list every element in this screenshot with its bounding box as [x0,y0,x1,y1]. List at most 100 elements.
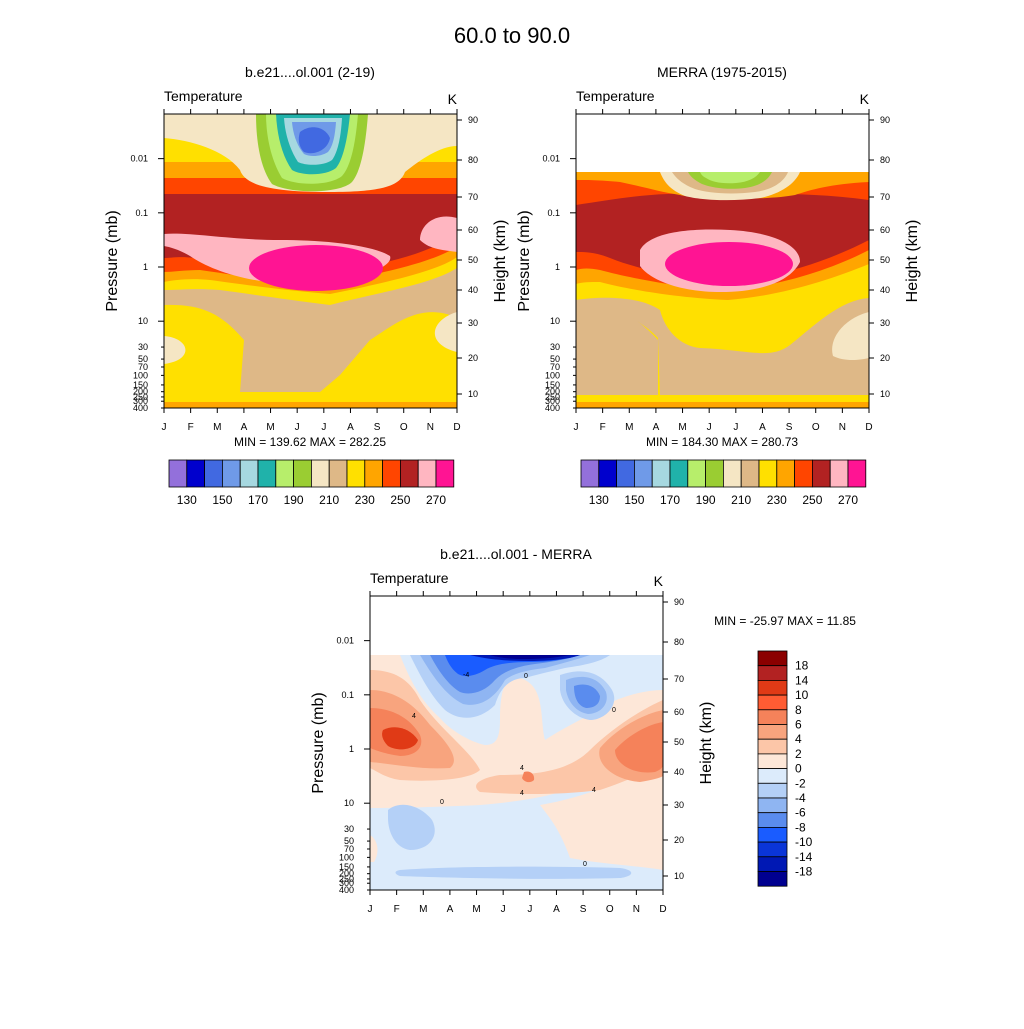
x-tick-label: F [600,422,606,433]
y-right-tick-label: 20 [468,353,478,363]
legend-label: 150 [212,493,232,507]
legend-swatch [382,459,401,488]
y-tick-label: 50 [138,354,148,364]
legend-swatch [221,459,241,488]
y-tick-label: 200 [339,869,354,879]
legend-label: 150 [624,493,644,507]
contour-label: 4 [592,787,596,794]
legend-swatch [239,459,259,488]
y-tick-label: 70 [550,362,560,372]
y-tick-label: 10 [138,316,148,326]
legend-swatch [794,459,813,488]
legend-label: 230 [767,493,787,507]
legend-swatch [740,459,760,488]
x-tick-label: M [678,422,686,433]
legend-label: 250 [802,493,822,507]
legend-label: 10 [795,688,809,702]
legend-label: 190 [284,493,304,507]
y-tick-label: 10 [550,316,560,326]
panel-model-temperature: b.e21....ol.001 (2-19) Temperature K MI [104,64,509,507]
y-right-tick-label: 50 [468,255,478,265]
y-tick-label: 300 [339,878,354,888]
contour-band [388,804,435,850]
axes: J F M A M J J A S O N D0.010.1110305070100150200250… [336,591,684,915]
panel-title: MERRA (1975-2015) [657,64,787,80]
y-right-tick-label: 40 [880,285,890,295]
y-tick-label: 250 [339,874,354,884]
legend-label: 130 [589,493,609,507]
y-tick-label: 1 [349,744,354,754]
y-tick-label: 400 [339,885,354,895]
x-tick-label: O [400,422,408,433]
x-tick-label: N [839,422,846,433]
legend-label: 2 [795,747,802,761]
x-tick-label: D [865,422,872,433]
legend-swatch [757,738,788,755]
subtitle-variable: Temperature [576,88,655,104]
legend-swatch [364,459,383,488]
legend-swatch [757,665,788,681]
legend-label: 270 [426,493,446,507]
x-tick-label: M [419,904,427,915]
legend-swatch [757,694,788,711]
y-right-tick-label: 20 [674,835,684,845]
legend-swatch [687,459,706,488]
legend-swatch [293,459,312,488]
contour-band [832,312,869,360]
y-tick-label: 0.1 [547,208,560,218]
legend-label: 210 [319,493,339,507]
y-tick-label: 50 [550,354,560,364]
y-tick-label: 400 [545,403,560,413]
y-right-tick-label: 30 [880,318,890,328]
x-tick-label: M [472,904,480,915]
contour-label: 0 [440,799,444,806]
x-tick-label: J [707,422,712,433]
x-tick-label: J [527,904,532,915]
y-right-tick-label: 70 [674,674,684,684]
legend-swatch [812,459,831,488]
y-tick-label: 70 [138,362,148,372]
legend-swatch [651,459,671,488]
y-tick-label: 0.01 [542,154,560,164]
x-tick-label: S [580,904,587,915]
y-right-tick-label: 60 [880,225,890,235]
y-axis-label-right: Height (km) [698,702,715,785]
legend-swatch [757,650,788,667]
y-right-tick-label: 80 [468,155,478,165]
subtitle-variable: Temperature [164,88,243,104]
contour-band [576,299,658,395]
legend-swatch [757,797,788,814]
legend-swatch [847,459,867,488]
y-tick-label: 30 [550,342,560,352]
contour-label: 4 [520,765,524,772]
y-tick-label: 10 [344,798,354,808]
contour-band [249,245,383,291]
legend-label: 14 [795,673,809,687]
x-tick-label: J [368,904,373,915]
plot-frame [369,595,664,891]
legend-swatch [669,459,689,488]
y-axis-label-right: Height (km) [904,220,921,303]
y-tick-label: 400 [133,403,148,413]
y-tick-label: 70 [344,844,354,854]
y-tick-label: 150 [339,862,354,872]
contour-band [434,312,457,352]
y-axis-label: Pressure (mb) [310,692,327,793]
y-right-tick-label: 50 [880,255,890,265]
contour-band [522,771,535,783]
contour-label: 0 [524,673,528,680]
figure-title: 60.0 to 90.0 [454,23,570,48]
legend-label: 18 [795,659,809,673]
contour-label: 4 [412,713,416,720]
legend-label: -4 [795,791,806,805]
y-right-tick-label: 90 [674,597,684,607]
x-tick-label: J [733,422,738,433]
contour-band [665,242,793,286]
legend-swatch [598,459,617,488]
legend-label: -6 [795,806,806,820]
legend-swatch [310,459,330,488]
legend-label: 170 [660,493,680,507]
x-tick-label: A [759,422,766,433]
